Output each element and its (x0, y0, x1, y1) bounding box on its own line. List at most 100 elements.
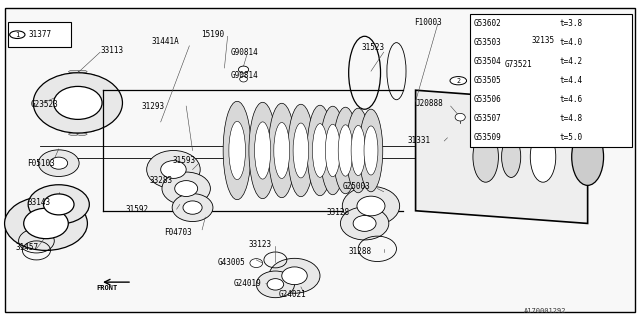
Ellipse shape (346, 108, 371, 193)
Text: G23523: G23523 (31, 100, 58, 109)
Ellipse shape (255, 122, 271, 179)
Ellipse shape (239, 66, 248, 73)
Text: 33123: 33123 (248, 240, 272, 249)
Ellipse shape (54, 81, 65, 84)
Ellipse shape (84, 74, 95, 77)
Text: t=4.8: t=4.8 (559, 114, 582, 123)
Ellipse shape (320, 106, 346, 195)
Ellipse shape (172, 194, 213, 221)
Text: G24019: G24019 (234, 279, 262, 288)
Text: G53503: G53503 (474, 38, 502, 47)
Ellipse shape (38, 150, 79, 177)
Ellipse shape (95, 91, 106, 93)
Text: 31441A: 31441A (151, 36, 179, 45)
Ellipse shape (288, 104, 314, 197)
Ellipse shape (342, 186, 399, 226)
Text: t=4.2: t=4.2 (559, 57, 582, 66)
Text: 31377: 31377 (29, 30, 52, 39)
Ellipse shape (61, 129, 71, 132)
Ellipse shape (51, 91, 61, 93)
Ellipse shape (229, 121, 246, 180)
Ellipse shape (84, 129, 95, 132)
Text: 15190: 15190 (201, 30, 224, 39)
Circle shape (450, 76, 467, 85)
Text: G90814: G90814 (231, 48, 259, 57)
Ellipse shape (340, 207, 389, 240)
Ellipse shape (95, 113, 106, 115)
Ellipse shape (223, 101, 251, 200)
Text: 33283: 33283 (149, 176, 172, 185)
Ellipse shape (307, 105, 333, 196)
Ellipse shape (502, 136, 521, 178)
Text: A170001292: A170001292 (524, 308, 566, 314)
Text: t=4.6: t=4.6 (559, 95, 582, 104)
Ellipse shape (531, 132, 556, 182)
Ellipse shape (28, 185, 90, 224)
Ellipse shape (162, 172, 211, 205)
Text: t=3.8: t=3.8 (559, 19, 582, 28)
Ellipse shape (161, 161, 186, 178)
Text: G24021: G24021 (278, 290, 307, 299)
Ellipse shape (351, 125, 365, 176)
Ellipse shape (364, 126, 378, 175)
Text: G53505: G53505 (474, 76, 502, 85)
Ellipse shape (50, 157, 68, 169)
Text: G53504: G53504 (474, 57, 502, 66)
Text: 31288: 31288 (349, 247, 372, 257)
Text: F04703: F04703 (164, 228, 191, 237)
Text: G53509: G53509 (474, 133, 502, 142)
Text: 33113: 33113 (100, 46, 124, 55)
Text: G53507: G53507 (474, 114, 502, 123)
Text: t=4.4: t=4.4 (559, 76, 582, 85)
Text: G73521: G73521 (505, 60, 532, 69)
Ellipse shape (274, 123, 290, 179)
Ellipse shape (91, 81, 101, 84)
Ellipse shape (68, 70, 79, 73)
Ellipse shape (61, 74, 71, 77)
Ellipse shape (249, 102, 276, 199)
Circle shape (10, 31, 25, 38)
Text: 31523: 31523 (362, 43, 385, 52)
Text: t=4.0: t=4.0 (559, 38, 582, 47)
Ellipse shape (240, 76, 247, 82)
Polygon shape (415, 90, 588, 223)
Ellipse shape (77, 70, 87, 73)
Text: 31457: 31457 (15, 243, 38, 252)
Text: 31592: 31592 (125, 205, 148, 214)
Ellipse shape (269, 258, 320, 293)
Ellipse shape (51, 113, 61, 115)
Ellipse shape (338, 125, 353, 176)
Text: F10003: F10003 (414, 18, 442, 27)
Text: 31331: 31331 (407, 136, 431, 145)
Ellipse shape (44, 194, 74, 215)
Ellipse shape (572, 128, 604, 185)
Text: FRONT: FRONT (96, 285, 117, 292)
Ellipse shape (68, 133, 79, 135)
Text: 1: 1 (15, 32, 19, 38)
Ellipse shape (282, 267, 307, 285)
Ellipse shape (33, 73, 122, 133)
Ellipse shape (175, 180, 198, 196)
Ellipse shape (357, 196, 385, 216)
Text: 31593: 31593 (172, 156, 195, 164)
Text: 31293: 31293 (141, 102, 164, 111)
Ellipse shape (359, 109, 383, 192)
Ellipse shape (54, 122, 65, 124)
Ellipse shape (256, 271, 294, 298)
Ellipse shape (183, 201, 202, 214)
Ellipse shape (325, 124, 340, 177)
Ellipse shape (147, 150, 200, 188)
Ellipse shape (97, 102, 107, 104)
Bar (470, 14, 632, 147)
Ellipse shape (250, 259, 262, 268)
Ellipse shape (268, 103, 295, 198)
Bar (8, 22, 72, 47)
Ellipse shape (333, 107, 358, 194)
Text: G90814: G90814 (231, 71, 259, 80)
Ellipse shape (4, 196, 88, 251)
Text: t=5.0: t=5.0 (559, 133, 582, 142)
Text: F05103: F05103 (28, 159, 55, 168)
Text: J20888: J20888 (415, 99, 444, 108)
Text: G43005: G43005 (218, 258, 246, 267)
Text: 2: 2 (456, 78, 460, 84)
